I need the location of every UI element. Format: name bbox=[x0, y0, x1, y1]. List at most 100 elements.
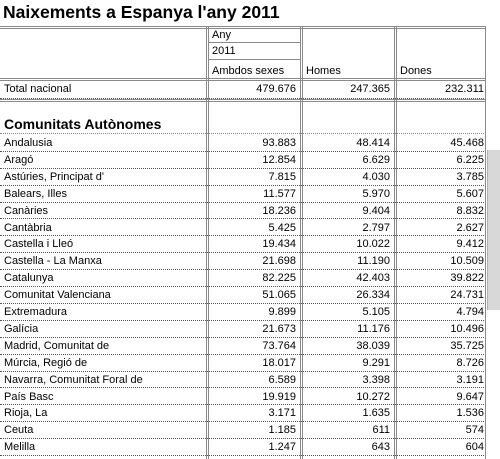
row-both: 51.065 bbox=[262, 289, 296, 302]
row-men: 48.414 bbox=[356, 137, 390, 149]
row-women: 574 bbox=[465, 424, 484, 437]
row-women: 35.725 bbox=[450, 339, 484, 352]
row-label: Catalunya bbox=[4, 272, 54, 285]
row-men: 3.398 bbox=[362, 373, 390, 386]
row-label: Aragó bbox=[4, 153, 34, 166]
row-label: Navarra, Comunitat Foral de bbox=[4, 373, 143, 386]
total-rule bbox=[0, 99, 486, 102]
row-men: 11.176 bbox=[357, 322, 390, 335]
vertical-scrollbar[interactable] bbox=[487, 150, 500, 310]
row-both: 1.247 bbox=[268, 441, 296, 454]
row-men: 6.629 bbox=[362, 153, 390, 166]
row-men: 42.403 bbox=[356, 272, 390, 285]
row-label: Múrcia, Regió de bbox=[4, 356, 88, 369]
header-both-sexes: Ambdos sexes bbox=[212, 65, 285, 77]
table-row: Melilla 1.247 643 604 bbox=[0, 439, 484, 457]
row-both: 11.577 bbox=[263, 187, 296, 200]
total-label: Total nacional bbox=[4, 83, 72, 95]
row-women: 2.627 bbox=[456, 221, 484, 234]
row-men: 5.970 bbox=[362, 187, 390, 200]
section-rule bbox=[0, 133, 486, 134]
row-both: 19.434 bbox=[262, 238, 296, 251]
row-men: 26.334 bbox=[356, 289, 390, 302]
row-label: Comunitat Valenciana bbox=[4, 289, 111, 302]
row-women: 10.496 bbox=[450, 322, 484, 335]
row-men: 611 bbox=[372, 424, 390, 437]
table-row: Rioja, La 3.171 1.635 1.536 bbox=[0, 405, 484, 423]
row-women: 9.412 bbox=[456, 238, 484, 251]
table-row: Aragó 12.854 6.629 6.225 bbox=[0, 152, 484, 169]
row-both: 9.899 bbox=[268, 306, 296, 318]
header-any: Any bbox=[212, 29, 231, 41]
row-women: 8.832 bbox=[456, 204, 484, 217]
header-rule bbox=[0, 26, 486, 29]
row-men: 10.022 bbox=[356, 238, 390, 251]
table-row: Madrid, Comunitat de 73.764 38.039 35.725 bbox=[0, 338, 484, 355]
row-men: 11.190 bbox=[357, 255, 390, 268]
column-divider bbox=[394, 26, 397, 459]
row-women: 24.731 bbox=[450, 289, 484, 302]
table-row: Extremadura 9.899 5.105 4.794 bbox=[0, 304, 484, 321]
row-men: 2.797 bbox=[362, 221, 390, 234]
total-women: 232.311 bbox=[445, 83, 484, 95]
row-label: Melilla bbox=[4, 441, 36, 454]
column-divider bbox=[485, 26, 486, 459]
header-women: Dones bbox=[400, 65, 432, 77]
table-row: Navarra, Comunitat Foral de 6.589 3.398 3.1… bbox=[0, 372, 484, 389]
row-label: Castella - La Manxa bbox=[4, 255, 102, 268]
row-both: 3.171 bbox=[268, 407, 296, 420]
table-row: Comunitat Valenciana 51.065 26.334 24.731 bbox=[0, 287, 484, 304]
row-women: 45.468 bbox=[450, 137, 484, 149]
table-row: Cantàbria 5.425 2.797 2.627 bbox=[0, 220, 484, 237]
row-men: 10.272 bbox=[356, 390, 390, 403]
row-both: 82.225 bbox=[262, 272, 296, 285]
table-row: Ceuta 1.185 611 574 bbox=[0, 422, 484, 440]
table-row: Castella i Lleó 19.434 10.022 9.412 bbox=[0, 236, 484, 254]
total-row: Total nacional 479.676 247.365 232.311 bbox=[0, 81, 484, 99]
row-label: Madrid, Comunitat de bbox=[4, 339, 110, 352]
row-both: 1.185 bbox=[268, 424, 296, 437]
header-men: Homes bbox=[306, 65, 341, 77]
row-men: 9.291 bbox=[362, 356, 390, 369]
row-label: Castella i Lleó bbox=[4, 238, 74, 251]
row-label: País Basc bbox=[4, 390, 54, 403]
row-both: 18.017 bbox=[262, 356, 296, 369]
row-men: 5.105 bbox=[362, 306, 390, 318]
row-both: 21.673 bbox=[262, 322, 296, 335]
header-rule bbox=[209, 42, 300, 43]
row-both: 18.236 bbox=[262, 204, 296, 217]
row-both: 7.815 bbox=[268, 170, 296, 183]
table-row: Múrcia, Regió de 18.017 9.291 8.726 bbox=[0, 355, 484, 372]
section-title: Comunitats Autònomes bbox=[4, 116, 162, 132]
row-label: Canàries bbox=[4, 204, 49, 217]
row-label: Extremadura bbox=[4, 306, 67, 318]
row-women: 8.726 bbox=[456, 356, 484, 369]
table-row: País Basc 19.919 10.272 9.647 bbox=[0, 389, 484, 406]
row-women: 39.822 bbox=[450, 272, 484, 285]
row-both: 19.919 bbox=[262, 390, 296, 403]
row-both: 73.764 bbox=[262, 339, 296, 352]
row-women: 1.536 bbox=[456, 407, 484, 420]
table-row: Canàries 18.236 9.404 8.832 bbox=[0, 203, 484, 220]
row-both: 5.425 bbox=[268, 221, 296, 234]
row-both: 6.589 bbox=[268, 373, 296, 386]
row-women: 10.509 bbox=[450, 255, 484, 268]
row-label: Cantàbria bbox=[4, 221, 52, 234]
row-label: Galícia bbox=[4, 322, 39, 335]
row-women: 5.607 bbox=[456, 187, 484, 200]
column-divider bbox=[206, 26, 209, 459]
row-label: Astúries, Principat d' bbox=[4, 170, 104, 183]
total-both: 479.676 bbox=[256, 83, 296, 95]
page-title: Naixements a Espanya l'any 2011 bbox=[3, 2, 280, 22]
table-row: Astúries, Principat d' 7.815 4.030 3.785 bbox=[0, 169, 484, 186]
row-label: Rioja, La bbox=[4, 407, 48, 420]
row-men: 9.404 bbox=[362, 204, 390, 217]
header-year: 2011 bbox=[212, 45, 236, 57]
row-both: 21.698 bbox=[262, 255, 296, 268]
header-rule bbox=[209, 59, 300, 60]
row-label: Ceuta bbox=[4, 424, 34, 437]
header-rule bbox=[0, 78, 486, 81]
row-both: 12.854 bbox=[262, 153, 296, 166]
row-both: 93.883 bbox=[262, 137, 296, 149]
